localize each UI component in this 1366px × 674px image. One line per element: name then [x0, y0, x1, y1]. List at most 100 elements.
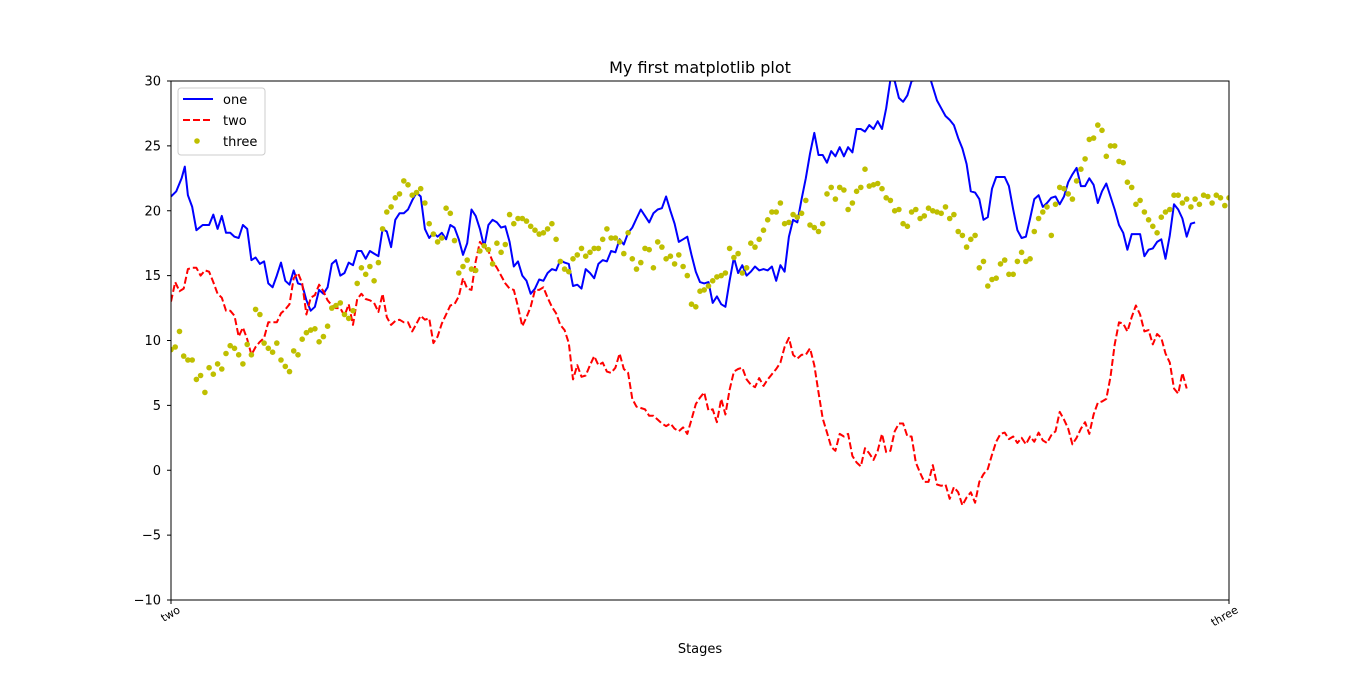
series-three-point — [938, 210, 944, 217]
series-three-point — [481, 243, 488, 249]
series-three-point — [735, 250, 741, 257]
series-three-point — [946, 215, 953, 222]
series-three-point — [371, 278, 377, 284]
series-three-point — [693, 304, 699, 310]
series-three-point — [384, 209, 390, 215]
series-three-point — [261, 340, 267, 346]
series-three-point — [959, 232, 966, 239]
series-three-point — [862, 166, 868, 172]
series-three-point — [405, 182, 411, 188]
series-three-point — [257, 311, 263, 318]
series-three-point — [451, 237, 458, 244]
series-three-point — [934, 209, 940, 215]
series-three-point — [718, 272, 724, 279]
series-three-point — [1213, 192, 1220, 198]
series-three-point — [443, 205, 449, 211]
series-three-point — [621, 250, 627, 257]
series-three-point — [849, 200, 856, 206]
legend-label-two: two — [223, 114, 247, 129]
series-three-point — [616, 239, 623, 245]
series-three-point — [883, 195, 889, 201]
legend: one two three — [177, 87, 266, 156]
series-three-point — [1226, 195, 1229, 201]
series-three-point — [176, 328, 183, 335]
series-three-point — [519, 215, 526, 222]
series-three-point — [358, 265, 365, 271]
series-three-point — [752, 244, 758, 250]
series-three-point — [515, 215, 521, 222]
series-three-point — [608, 235, 614, 241]
legend-frame — [177, 87, 266, 156]
series-three-point — [227, 342, 233, 349]
series-three — [171, 122, 1229, 396]
series-three-point — [1188, 204, 1194, 210]
series-three-point — [633, 266, 640, 272]
series-three-point — [781, 220, 788, 227]
series-three-point — [955, 228, 961, 235]
series-three-point — [248, 352, 255, 358]
series-three-point — [798, 210, 805, 217]
series-three-point — [214, 361, 221, 367]
series-three-point — [642, 245, 648, 252]
series-three-point — [472, 267, 479, 274]
series-three-point — [1048, 232, 1055, 239]
series-three-point — [790, 211, 796, 218]
series-three-point — [1111, 143, 1118, 149]
series-three-point — [743, 265, 750, 271]
x-axis-label: Stages — [678, 642, 723, 657]
series-three-point — [663, 255, 669, 262]
series-three-point — [388, 204, 394, 210]
series-three-point — [557, 258, 564, 265]
series-three-point — [269, 349, 276, 356]
series-three-point — [1217, 195, 1224, 201]
y-tick-label: 30 — [144, 75, 161, 90]
series-three-point — [1065, 191, 1071, 197]
series-three-point — [1023, 258, 1029, 265]
y-tick-label: 25 — [144, 139, 161, 154]
series-three-point — [1027, 255, 1033, 262]
series-three-point — [1052, 201, 1059, 208]
series-three-point — [748, 240, 754, 246]
series-three-point — [705, 283, 712, 289]
series-three-point — [1167, 206, 1173, 213]
series-three-point — [769, 209, 775, 215]
series-three-point — [582, 253, 589, 259]
series-three-point — [819, 220, 826, 227]
series-three-point — [1205, 193, 1211, 200]
series-three-point — [464, 257, 471, 263]
series-three-point — [786, 219, 792, 226]
series-three-point — [231, 345, 238, 352]
series-three-point — [760, 227, 767, 233]
series-three-point — [362, 271, 369, 278]
series-three-point — [329, 305, 335, 311]
series-three-point — [337, 300, 344, 306]
series-three-point — [1179, 200, 1186, 206]
series-three-point — [726, 245, 733, 252]
series-three-point — [942, 204, 949, 210]
series-three-point — [659, 244, 665, 250]
series-three-point — [578, 245, 585, 252]
series-three-point — [489, 261, 496, 267]
series-three-point — [845, 206, 851, 213]
y-tick-label: −10 — [134, 594, 161, 609]
series-three-point — [434, 239, 441, 245]
series-one-line — [171, 81, 1196, 312]
series-three-point — [1183, 196, 1190, 202]
series-three-point — [1192, 196, 1198, 202]
series-three-point — [1090, 135, 1097, 141]
series-three-point — [193, 376, 200, 383]
series-three-point — [599, 236, 606, 243]
series-three-point — [1158, 214, 1165, 220]
series-three-point — [1018, 249, 1025, 256]
series-three-point — [1141, 209, 1148, 215]
series-three-point — [1001, 257, 1008, 263]
series-three-point — [252, 306, 259, 313]
series-three-point — [1107, 143, 1114, 149]
series-three-point — [202, 389, 208, 396]
series-three-point — [417, 185, 424, 192]
y-tick-label: 15 — [144, 269, 161, 284]
series-three-point — [722, 270, 729, 276]
series-three-point — [290, 348, 297, 354]
series-three-point — [1040, 209, 1046, 215]
series-three-point — [498, 249, 504, 256]
